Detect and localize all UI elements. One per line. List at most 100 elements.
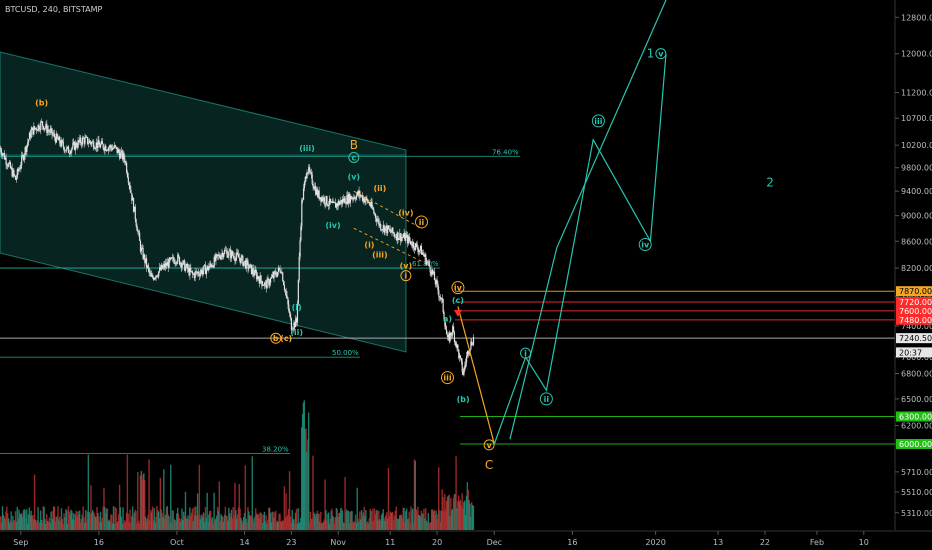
volume-bar: [124, 521, 127, 530]
candle-body: [4, 157, 6, 160]
volume-bar: [441, 489, 443, 530]
price-tag[interactable]: [896, 297, 932, 308]
volume-bar: [75, 510, 77, 530]
candle-body: [256, 272, 258, 280]
volume-bar: [444, 494, 446, 530]
wave-label: (c): [280, 334, 292, 343]
volume-bar: [414, 460, 417, 530]
candle-body: [430, 272, 432, 275]
volume-bar: [468, 499, 470, 530]
candle-body: [133, 206, 136, 212]
volume-bar: [354, 514, 357, 530]
price-tag[interactable]: [896, 438, 932, 449]
candle-body: [203, 265, 205, 271]
volume-bar: [110, 514, 112, 530]
candle-body: [49, 129, 51, 133]
candle-body: [214, 256, 216, 261]
candle-body: [178, 254, 180, 258]
wave-label: (iv): [398, 209, 413, 218]
candle-body: [427, 261, 430, 263]
volume-bar: [29, 515, 31, 530]
volume-bar: [170, 464, 172, 530]
candle-body: [93, 148, 96, 150]
wave-label: c: [351, 153, 356, 162]
price-tag-label: 7870.00: [899, 287, 932, 296]
volume-bar: [81, 514, 83, 530]
volume-bar: [45, 523, 47, 530]
price-tag[interactable]: [896, 286, 932, 297]
volume-bar: [46, 514, 48, 530]
volume-bar: [247, 507, 249, 530]
volume-bar: [234, 482, 236, 530]
candle-body: [39, 129, 41, 131]
price-tag[interactable]: [896, 333, 932, 344]
price-tag[interactable]: [896, 347, 932, 358]
price-tag[interactable]: [896, 411, 932, 422]
price-tag[interactable]: [896, 305, 932, 316]
candle-body: [118, 149, 120, 153]
candle-body: [280, 272, 282, 274]
candle-body: [349, 195, 351, 203]
candle-body: [415, 243, 417, 245]
candle-body: [201, 269, 203, 275]
volume-bar: [144, 480, 146, 530]
volume-bar: [98, 522, 101, 530]
candle-body: [151, 274, 153, 277]
candle-body: [1, 152, 3, 156]
volume-bar: [381, 512, 384, 530]
volume-bar: [345, 511, 347, 530]
volume-bar: [12, 515, 14, 530]
volume-bar: [284, 517, 286, 530]
y-tick-label: 6500.00: [901, 395, 932, 404]
candle-body: [88, 140, 90, 144]
candle-body: [431, 269, 433, 275]
candle-body: [426, 261, 429, 263]
candle-body: [75, 142, 77, 147]
candle-body: [80, 143, 83, 145]
candle-body: [111, 147, 113, 150]
volume-bar: [218, 481, 221, 530]
candle-body: [200, 269, 202, 273]
candle-body: [7, 165, 9, 167]
volume-bar: [99, 511, 102, 530]
projection-line-teal[interactable]: [493, 53, 667, 445]
candle-body: [395, 236, 397, 241]
volume-bar: [230, 509, 233, 530]
volume-bar: [326, 520, 328, 530]
candle-body: [374, 213, 377, 219]
candle-body: [158, 271, 160, 277]
volume-bar: [192, 521, 194, 530]
candle-body: [127, 177, 129, 183]
candle-body: [14, 174, 16, 176]
volume-bar: [190, 512, 193, 530]
price-tag-label: 20:37: [899, 348, 922, 357]
candle-body: [0, 148, 2, 153]
volume-bar: [314, 516, 317, 530]
wave-label: (iii): [372, 251, 388, 260]
volume-bar: [236, 514, 239, 530]
volume-bar: [276, 520, 279, 530]
volume-bar: [261, 522, 264, 530]
volume-bar: [65, 508, 67, 530]
volume-bar: [300, 517, 302, 530]
x-tick-label: 20: [432, 538, 442, 547]
volume-bar: [394, 510, 397, 530]
projection-line-teal-secondary[interactable]: [509, 0, 667, 440]
volume-bar: [314, 513, 316, 530]
candle-body: [292, 328, 294, 330]
candle-body: [401, 236, 404, 238]
candle-body: [94, 148, 96, 149]
fib-level-label: 76.40%: [492, 148, 519, 156]
price-tag[interactable]: [896, 314, 932, 325]
volume-bar: [274, 510, 277, 530]
projection-line-orange[interactable]: [457, 306, 495, 445]
time-axis-background[interactable]: [0, 532, 932, 550]
volume-bar: [131, 516, 133, 530]
volume-bar: [422, 513, 424, 530]
volume-bar: [4, 518, 6, 530]
price-tag-label: 7240.50: [899, 334, 932, 343]
candle-body: [309, 171, 312, 173]
symbol-title: BTCUSD, 240, BITSTAMP: [5, 5, 102, 14]
y-tick-label: 10200.00: [901, 141, 932, 150]
